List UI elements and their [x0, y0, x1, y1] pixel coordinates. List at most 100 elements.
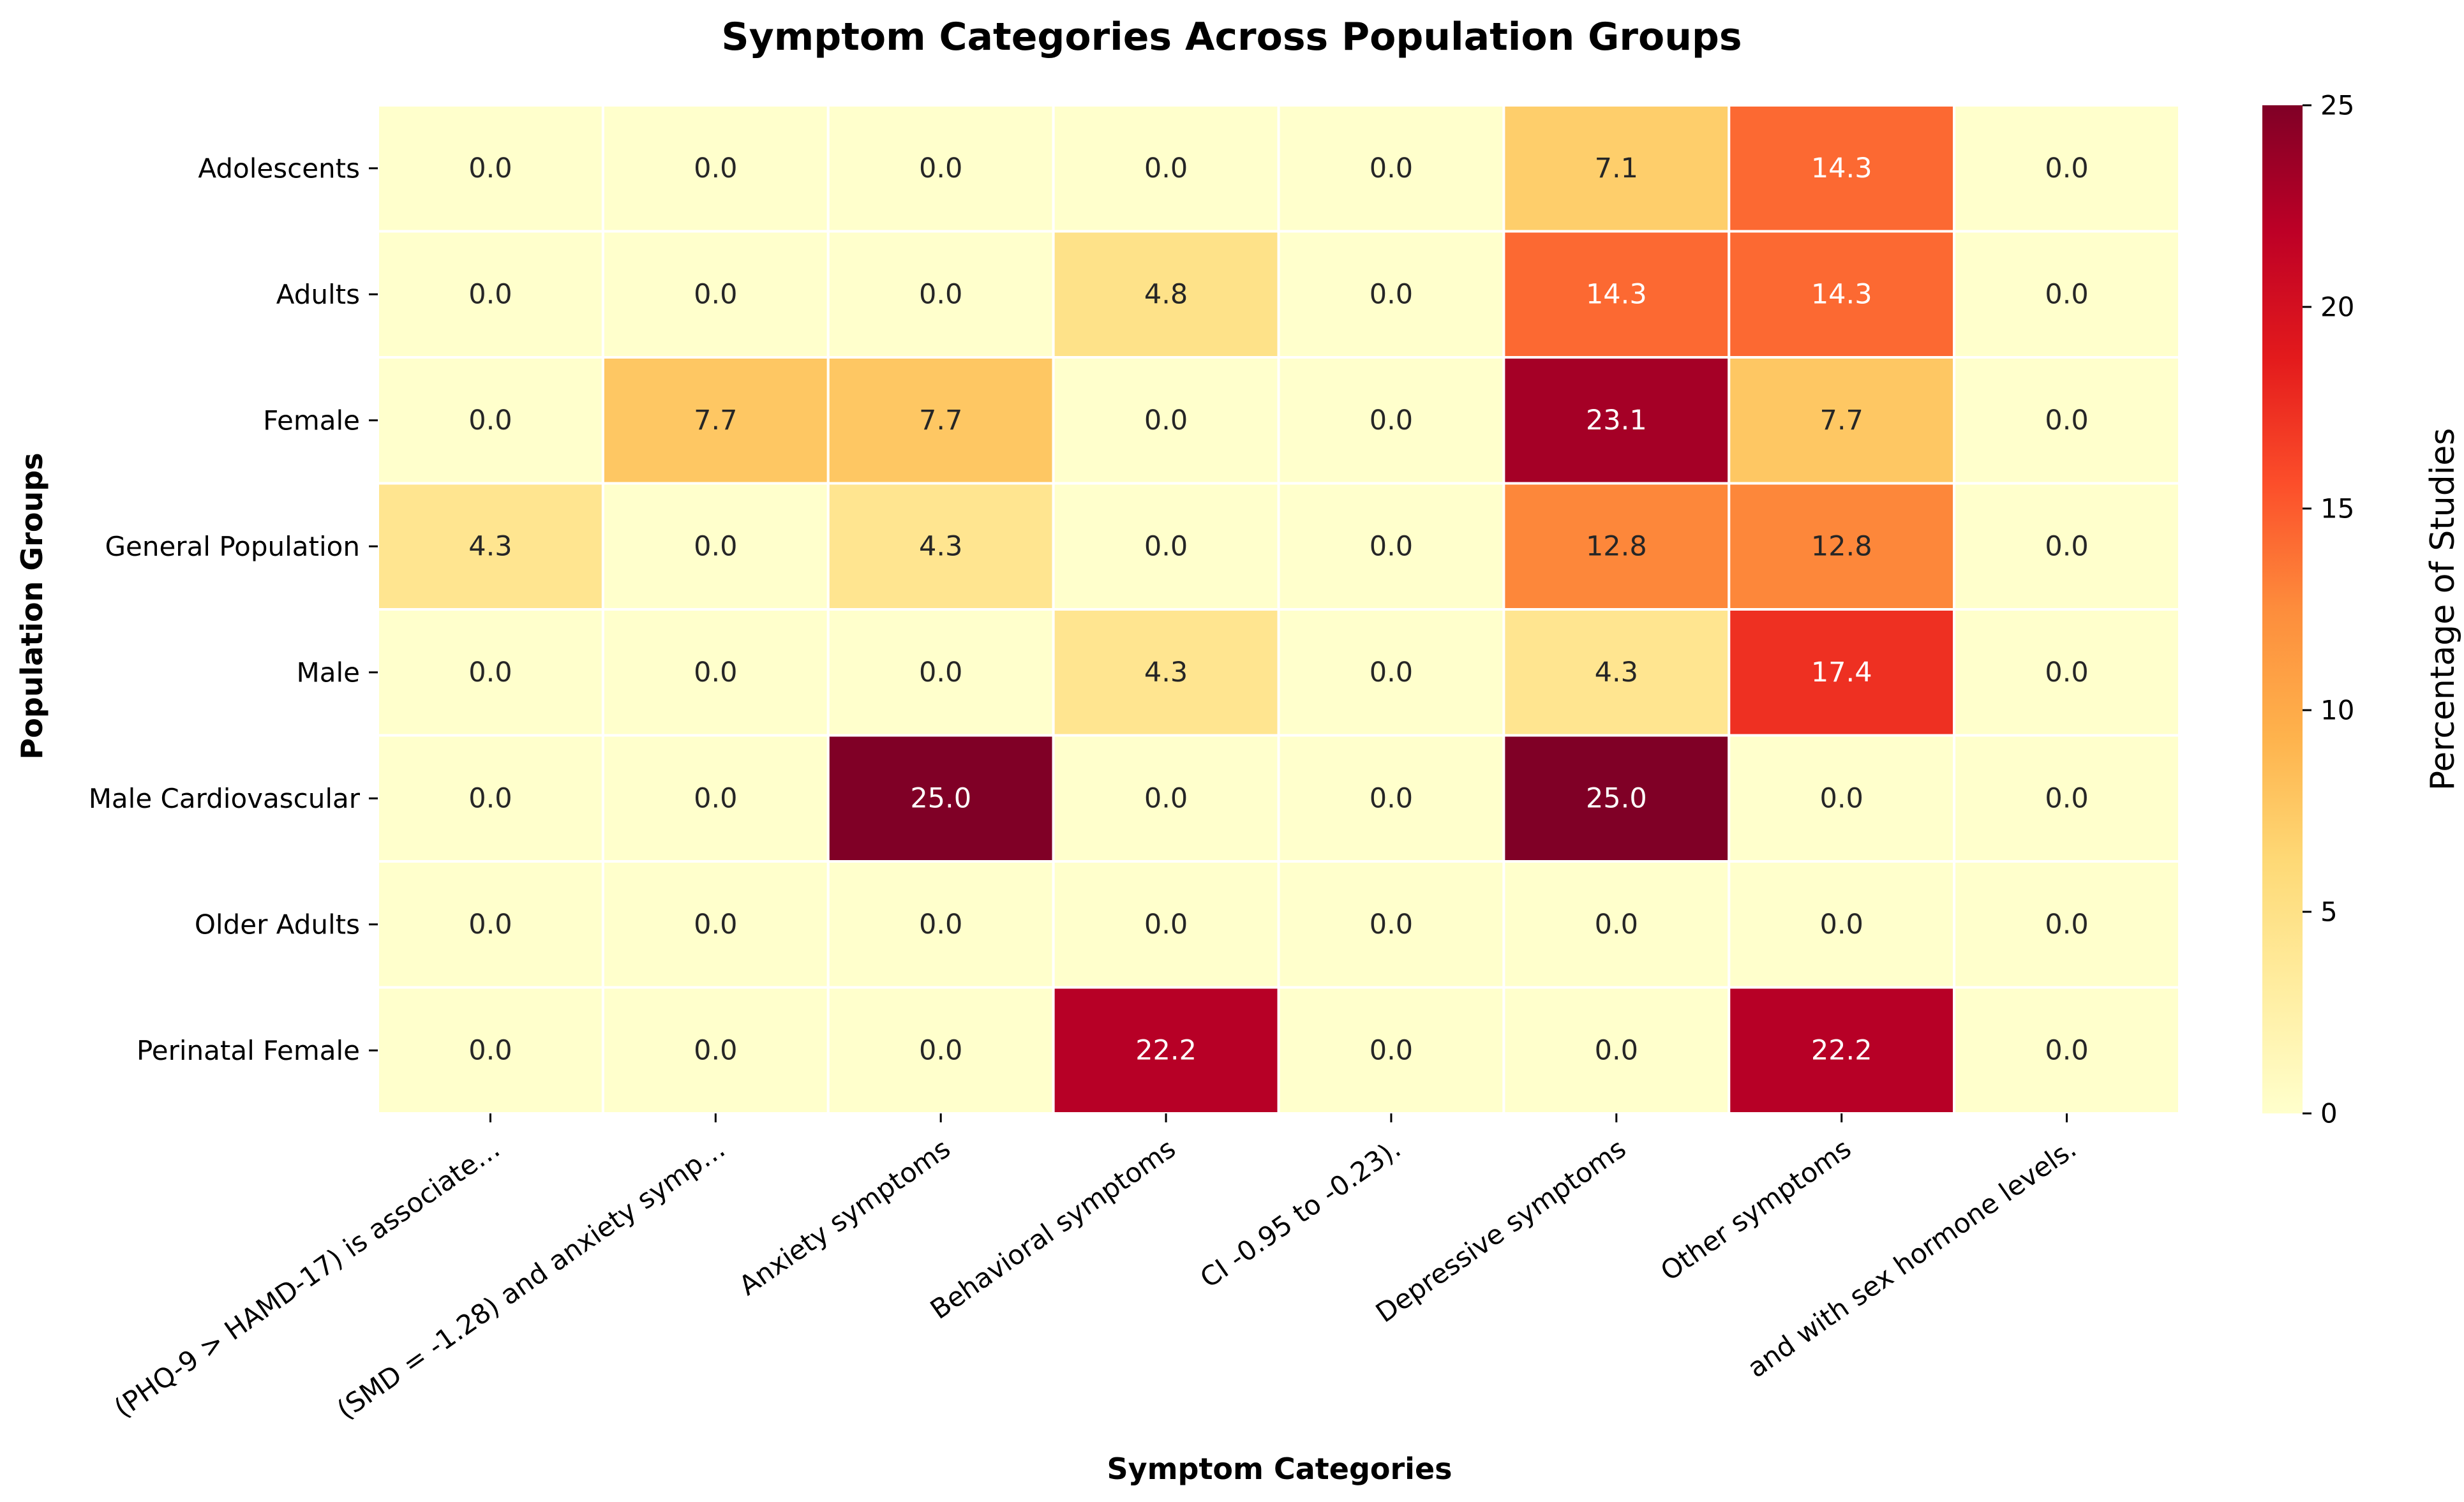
heatmap-cell	[1953, 230, 2181, 359]
cell-value-label: 4.3	[919, 530, 962, 562]
cell-value-label: 0.0	[468, 1034, 512, 1066]
colorbar-title: Percentage of Studies	[2424, 428, 2462, 791]
cell-value-label: 4.3	[1144, 657, 1188, 688]
heatmap-cell	[1953, 986, 2181, 1115]
cell-value-label: 0.0	[694, 278, 737, 310]
x-axis-ticks: (PHQ-9 > HAMD-17) is associate…(SMD = -1…	[108, 1113, 2082, 1425]
x-tick-label: Depressive symptoms	[1370, 1133, 1632, 1328]
heatmap-cell	[1277, 356, 1505, 485]
colorbar-tick-label: 10	[2320, 695, 2354, 726]
heatmap-cell	[826, 734, 1055, 863]
heatmap-cell	[1277, 860, 1505, 989]
heatmap-cells: 0.0 0.0 0.0 0.0 0.0 7.1 14.3 0.0 0.0 0.0 0.0 4.8 0.0…	[377, 104, 2181, 1115]
cell-value-label: 4.8	[1144, 278, 1188, 310]
heatmap-cell	[1728, 734, 1956, 863]
colorbar-tick-label: 25	[2320, 90, 2354, 121]
cell-value-label: 0.0	[1370, 152, 1413, 184]
cell-value-label: 0.0	[1144, 909, 1188, 941]
cell-value-label: 0.0	[2045, 782, 2088, 814]
cell-value-label: 0.0	[1144, 782, 1188, 814]
y-tick-label: Older Adults	[195, 909, 360, 940]
cell-value-label: 4.3	[1595, 657, 1638, 688]
y-tick-label: Perinatal Female	[137, 1035, 360, 1066]
colorbar-tick-label: 0	[2320, 1098, 2338, 1129]
heatmap-cell	[1953, 734, 2181, 863]
heatmap-cell	[826, 482, 1055, 611]
cell-value-label: 0.0	[1370, 657, 1413, 688]
cell-value-label: 0.0	[919, 657, 962, 688]
heatmap-cell	[1052, 104, 1280, 233]
cell-value-label: 22.2	[1811, 1034, 1872, 1066]
cell-value-label: 7.7	[694, 405, 737, 436]
y-tick-label: Male Cardiovascular	[89, 783, 361, 814]
colorbar-ticks: 0 5 10 15 20 25	[2303, 90, 2354, 1129]
cell-value-label: 0.0	[694, 152, 737, 184]
heatmap-cell	[826, 860, 1055, 989]
y-tick-label: Adolescents	[198, 152, 360, 184]
heatmap-cell	[1052, 482, 1280, 611]
heatmap-cell	[601, 230, 830, 359]
heatmap-cell	[1052, 608, 1280, 737]
heatmap-cell	[1502, 230, 1731, 359]
heatmap-cell	[1953, 356, 2181, 485]
cell-value-label: 12.8	[1586, 530, 1647, 562]
cell-value-label: 0.0	[1144, 152, 1188, 184]
heatmap-cell	[1728, 860, 1956, 989]
cell-value-label: 14.3	[1811, 278, 1872, 310]
cell-value-label: 25.0	[910, 782, 971, 814]
cell-value-label: 0.0	[1144, 530, 1188, 562]
heatmap-cell	[826, 104, 1055, 233]
cell-value-label: 0.0	[468, 909, 512, 941]
heatmap-cell	[1728, 608, 1956, 737]
cell-value-label: 0.0	[919, 1034, 962, 1066]
chart-title: Symptom Categories Across Population Gro…	[721, 15, 1742, 59]
heatmap-cell	[1502, 734, 1731, 863]
cell-value-label: 0.0	[694, 782, 737, 814]
cell-value-label: 0.0	[2045, 278, 2088, 310]
x-tick-label: Other symptoms	[1655, 1133, 1856, 1287]
cell-value-label: 0.0	[468, 152, 512, 184]
heatmap-cell	[1502, 104, 1731, 233]
colorbar: 0 5 10 15 20 25 Percentage of Studies	[2262, 90, 2462, 1129]
x-axis-title: Symptom Categories	[1107, 1452, 1452, 1486]
cell-value-label: 0.0	[2045, 530, 2088, 562]
heatmap-cell	[1277, 482, 1505, 611]
heatmap-cell	[1953, 104, 2181, 233]
cell-value-label: 22.2	[1135, 1034, 1197, 1066]
x-tick-label: (SMD = -1.28) and anxiety symp…	[331, 1133, 731, 1425]
cell-value-label: 0.0	[919, 152, 962, 184]
cell-value-label: 14.3	[1811, 152, 1872, 184]
heatmap-cell	[1502, 356, 1731, 485]
heatmap-cell	[1052, 356, 1280, 485]
cell-value-label: 0.0	[1370, 278, 1413, 310]
heatmap-cell	[601, 356, 830, 485]
cell-value-label: 0.0	[2045, 405, 2088, 436]
cell-value-label: 0.0	[468, 278, 512, 310]
heatmap-cell	[1052, 230, 1280, 359]
cell-value-label: 0.0	[468, 782, 512, 814]
cell-value-label: 25.0	[1586, 782, 1647, 814]
colorbar-tick-label: 15	[2320, 493, 2354, 524]
heatmap-cell	[1277, 608, 1505, 737]
cell-value-label: 0.0	[2045, 1034, 2088, 1066]
cell-value-label: 14.3	[1586, 278, 1647, 310]
cell-value-label: 4.3	[468, 530, 512, 562]
heatmap-cell	[826, 356, 1055, 485]
cell-value-label: 0.0	[468, 405, 512, 436]
heatmap-cell	[826, 986, 1055, 1115]
cell-value-label: 0.0	[1144, 405, 1188, 436]
y-axis-title: Population Groups	[15, 452, 49, 759]
y-tick-label: Male	[297, 657, 360, 688]
heatmap-cell	[1277, 734, 1505, 863]
cell-value-label: 0.0	[2045, 909, 2088, 941]
cell-value-label: 0.0	[694, 1034, 737, 1066]
cell-value-label: 0.0	[2045, 657, 2088, 688]
colorbar-tick-label: 5	[2320, 896, 2338, 928]
cell-value-label: 0.0	[1595, 1034, 1638, 1066]
x-tick-label: (PHQ-9 > HAMD-17) is associate…	[108, 1133, 505, 1424]
heatmap-cell	[601, 104, 830, 233]
colorbar-gradient	[2262, 105, 2303, 1113]
cell-value-label: 0.0	[2045, 152, 2088, 184]
cell-value-label: 0.0	[919, 909, 962, 941]
